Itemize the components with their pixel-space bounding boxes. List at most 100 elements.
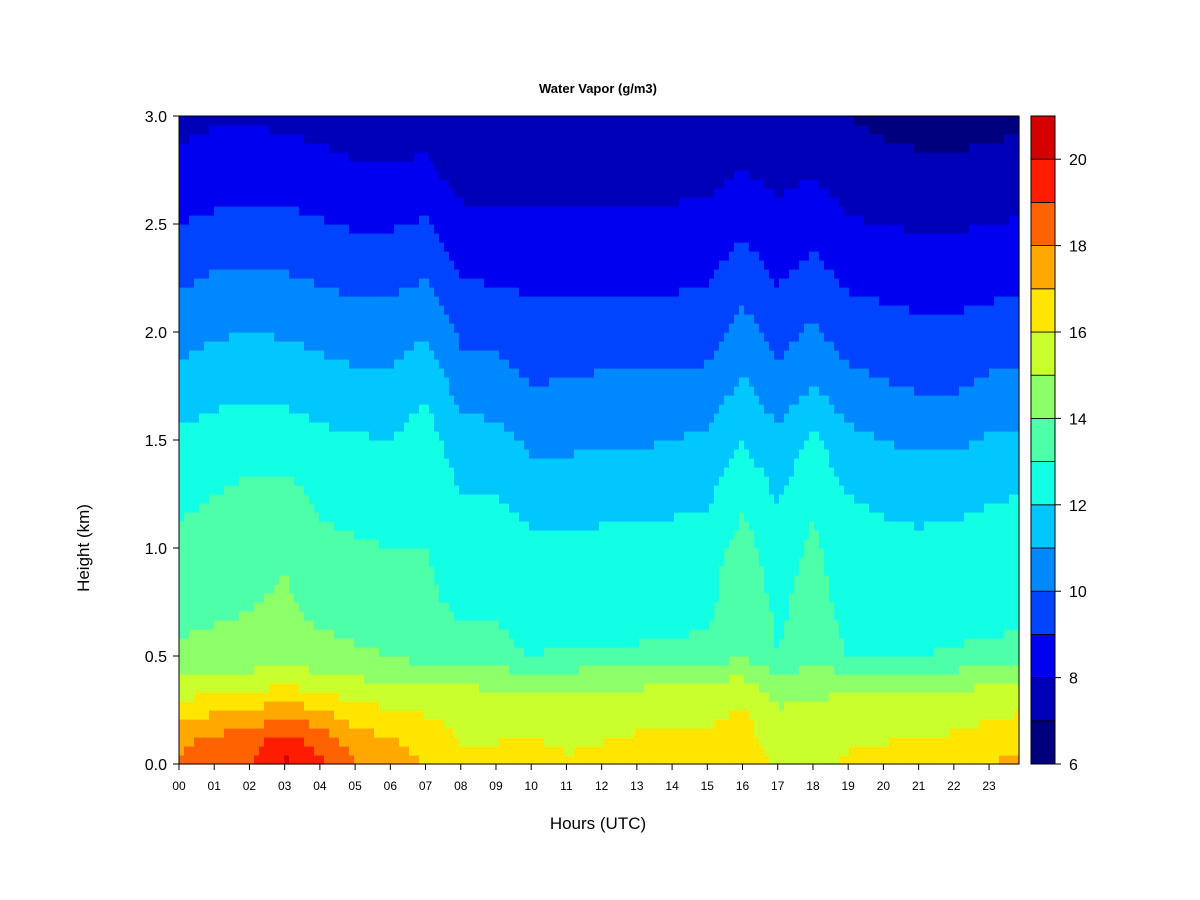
heatmap-cell xyxy=(389,287,395,297)
heatmap-cell xyxy=(349,368,355,378)
heatmap-cell xyxy=(324,197,330,207)
heatmap-cell xyxy=(489,674,495,684)
heatmap-cell xyxy=(374,494,380,504)
heatmap-cell xyxy=(279,152,285,162)
heatmap-cell xyxy=(214,485,220,495)
heatmap-cell xyxy=(194,503,200,513)
heatmap-cell xyxy=(484,197,490,207)
heatmap-cell xyxy=(199,143,205,153)
heatmap-cell xyxy=(454,395,460,405)
heatmap-cell xyxy=(399,170,405,180)
heatmap-cell xyxy=(324,233,330,243)
heatmap-cell xyxy=(419,548,425,558)
heatmap-cell xyxy=(374,449,380,459)
heatmap-cell xyxy=(219,368,225,378)
heatmap-cell xyxy=(254,152,260,162)
heatmap-cell xyxy=(389,341,395,351)
heatmap-cell xyxy=(329,125,335,135)
heatmap-cell xyxy=(374,584,380,594)
heatmap-cell xyxy=(394,152,400,162)
heatmap-cell xyxy=(219,467,225,477)
heatmap-cell xyxy=(459,674,465,684)
heatmap-cell xyxy=(519,521,525,531)
heatmap-cell xyxy=(324,377,330,387)
heatmap-cell xyxy=(274,530,280,540)
heatmap-cell xyxy=(504,683,510,693)
heatmap-cell xyxy=(434,341,440,351)
heatmap-cell xyxy=(204,386,210,396)
heatmap-cell xyxy=(234,233,240,243)
heatmap-cell xyxy=(284,548,290,558)
heatmap-cell xyxy=(494,377,500,387)
heatmap-cell xyxy=(414,692,420,702)
heatmap-cell xyxy=(194,548,200,558)
heatmap-cell xyxy=(519,116,525,126)
heatmap-cell xyxy=(244,530,250,540)
heatmap-cell xyxy=(389,458,395,468)
heatmap-cell xyxy=(414,728,420,738)
heatmap-cell xyxy=(389,359,395,369)
heatmap-cell xyxy=(214,188,220,198)
heatmap-cell xyxy=(379,278,385,288)
heatmap-cell xyxy=(429,431,435,441)
heatmap-cell xyxy=(424,674,430,684)
heatmap-cell xyxy=(229,440,235,450)
heatmap-cell xyxy=(474,152,480,162)
heatmap-cell xyxy=(334,224,340,234)
heatmap-cell xyxy=(194,161,200,171)
heatmap-cell xyxy=(294,359,300,369)
heatmap-cell xyxy=(504,296,510,306)
heatmap-cell xyxy=(259,710,265,720)
heatmap-cell xyxy=(459,620,465,630)
heatmap-cell xyxy=(469,251,475,261)
heatmap-cell xyxy=(324,395,330,405)
heatmap-cell xyxy=(334,296,340,306)
heatmap-cell xyxy=(264,161,270,171)
heatmap-cell xyxy=(424,359,430,369)
heatmap-cell xyxy=(479,170,485,180)
heatmap-cell xyxy=(254,476,260,486)
heatmap-cell xyxy=(359,152,365,162)
heatmap-cell xyxy=(334,116,340,126)
heatmap-cell xyxy=(249,116,255,126)
heatmap-cell xyxy=(424,521,430,531)
heatmap-cell xyxy=(374,152,380,162)
heatmap-cell xyxy=(254,251,260,261)
heatmap-cell xyxy=(214,683,220,693)
heatmap-cell xyxy=(519,395,525,405)
heatmap-cell xyxy=(189,737,195,747)
heatmap-cell xyxy=(479,404,485,414)
heatmap-cell xyxy=(329,665,335,675)
heatmap-cell xyxy=(474,341,480,351)
heatmap-cell xyxy=(189,422,195,432)
heatmap-cell xyxy=(429,197,435,207)
heatmap-cell xyxy=(219,755,225,765)
heatmap-cell xyxy=(179,719,185,729)
heatmap-cell xyxy=(474,530,480,540)
heatmap-cell xyxy=(434,404,440,414)
heatmap-cell xyxy=(404,503,410,513)
heatmap-cell xyxy=(394,584,400,594)
heatmap-cell xyxy=(234,116,240,126)
heatmap-cell xyxy=(324,287,330,297)
heatmap-cell xyxy=(434,215,440,225)
heatmap-cell xyxy=(279,242,285,252)
heatmap-cell xyxy=(459,476,465,486)
heatmap-cell xyxy=(454,197,460,207)
heatmap-cell xyxy=(309,656,315,666)
heatmap-cell xyxy=(484,251,490,261)
heatmap-cell xyxy=(279,647,285,657)
heatmap-cell xyxy=(309,206,315,216)
heatmap-cell xyxy=(389,152,395,162)
heatmap-cell xyxy=(349,206,355,216)
heatmap-cell xyxy=(474,548,480,558)
heatmap-cell xyxy=(444,503,450,513)
heatmap-cell xyxy=(414,179,420,189)
heatmap-cell xyxy=(459,296,465,306)
heatmap-cell xyxy=(494,602,500,612)
heatmap-cell xyxy=(454,728,460,738)
heatmap-cell xyxy=(469,278,475,288)
heatmap-cell xyxy=(219,143,225,153)
heatmap-cell xyxy=(289,305,295,315)
heatmap-cell xyxy=(349,305,355,315)
